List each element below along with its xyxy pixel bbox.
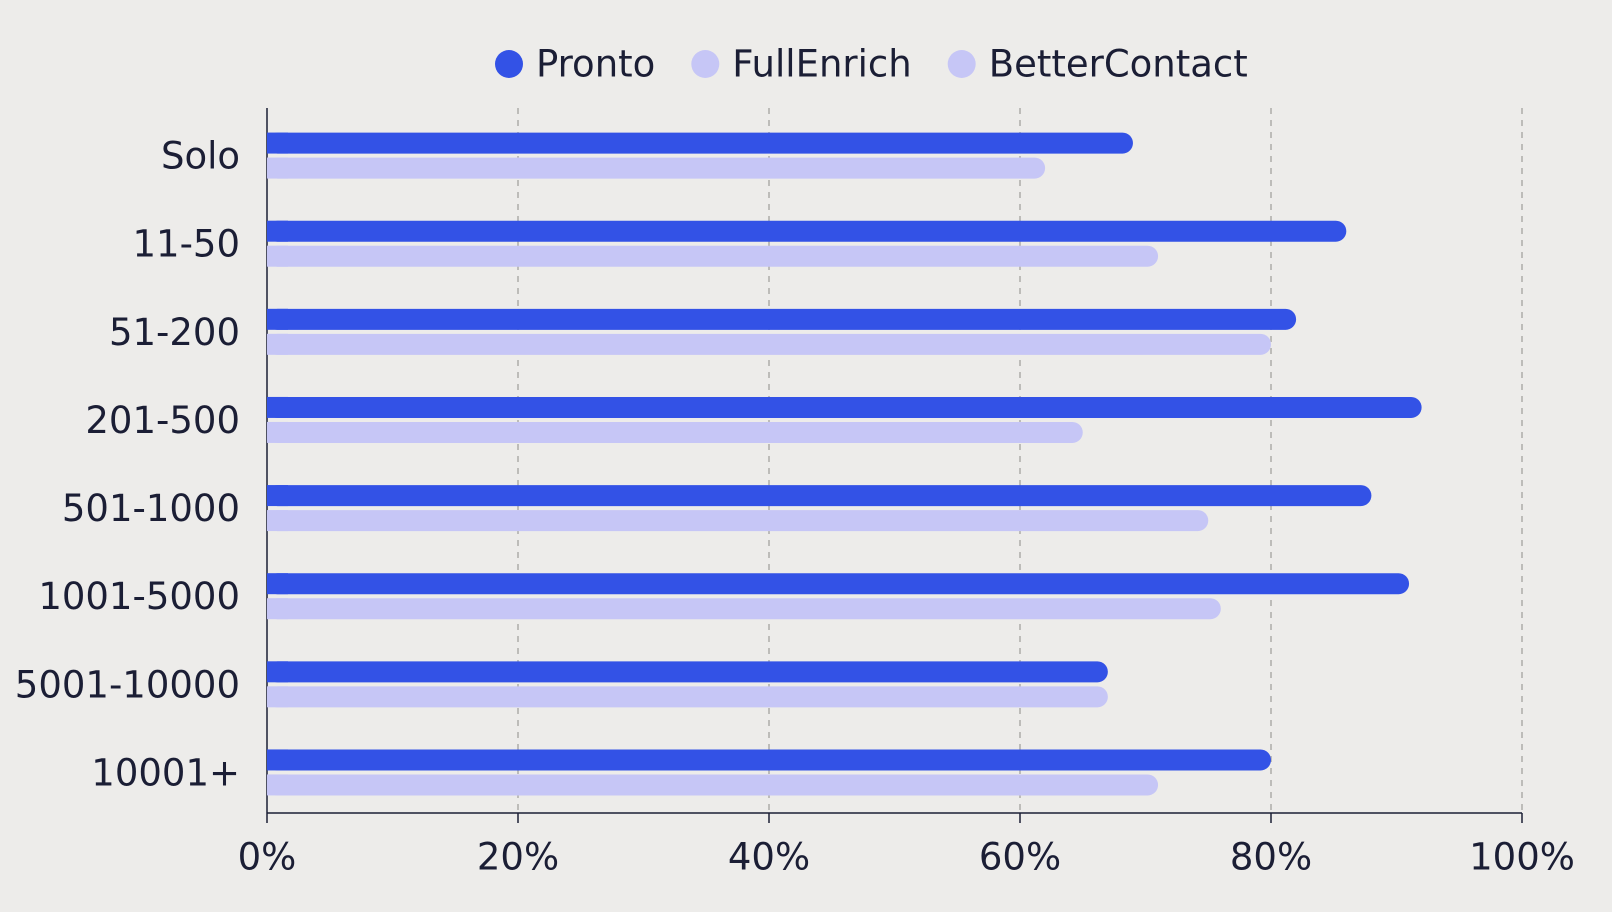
bar	[267, 396, 1422, 418]
bar	[267, 157, 1046, 179]
bar-base	[267, 661, 288, 683]
legend-label: Pronto	[536, 43, 655, 86]
bar	[267, 573, 1410, 595]
x-tick-label: 40%	[728, 836, 810, 879]
bar-base	[267, 220, 288, 242]
bar-base	[267, 686, 288, 708]
bar	[267, 774, 1159, 796]
bar	[267, 245, 1159, 267]
bar	[267, 510, 1209, 532]
y-tick-label: 501-1000	[62, 487, 240, 530]
bar-base	[267, 157, 288, 179]
bar-base	[267, 308, 288, 330]
bar-base	[267, 598, 288, 620]
legend-swatch	[691, 50, 720, 78]
bar-base	[267, 132, 288, 154]
bar	[267, 485, 1372, 507]
y-tick-label: 5001-10000	[15, 663, 240, 706]
bar	[267, 661, 1108, 683]
bar-base	[267, 749, 288, 771]
y-tick-label: 201-500	[85, 399, 240, 442]
y-tick-label: 1001-5000	[38, 575, 240, 618]
y-tick-label: Solo	[161, 135, 240, 178]
bar	[267, 598, 1221, 620]
bar-base	[267, 510, 288, 532]
bar-base	[267, 573, 288, 595]
bar-base	[267, 245, 288, 267]
bar-base	[267, 774, 288, 796]
x-tick-label: 80%	[1230, 836, 1312, 879]
bar	[267, 308, 1297, 330]
legend-swatch	[495, 50, 523, 78]
bar-base	[267, 333, 288, 355]
legend-label: BetterContact	[989, 43, 1248, 86]
y-tick-label: 51-200	[109, 311, 240, 354]
legend-swatch	[947, 50, 976, 78]
bar-base	[267, 485, 288, 507]
legend-label: FullEnrich	[732, 43, 911, 86]
x-tick-label: 20%	[477, 836, 559, 879]
bar	[267, 220, 1347, 242]
x-tick-label: 0%	[238, 836, 297, 879]
bar-base	[267, 421, 288, 443]
bar	[267, 132, 1133, 154]
bar	[267, 421, 1083, 443]
bar	[267, 749, 1271, 771]
y-tick-label: 11-50	[132, 223, 240, 266]
bar	[267, 686, 1108, 708]
bar	[267, 333, 1271, 355]
x-tick-label: 60%	[979, 836, 1061, 879]
x-tick-label: 100%	[1469, 836, 1575, 879]
y-tick-label: 10001+	[91, 751, 240, 794]
bar-base	[267, 396, 288, 418]
